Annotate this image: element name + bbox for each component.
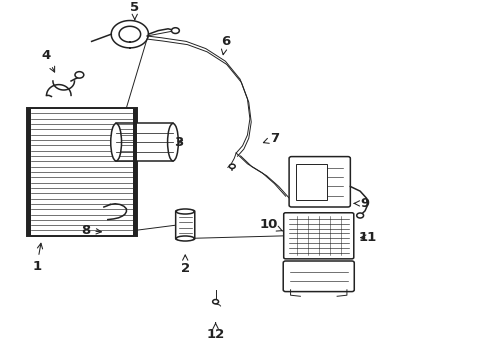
Text: 3: 3	[174, 136, 183, 149]
Text: 11: 11	[358, 231, 377, 244]
Text: 2: 2	[181, 255, 190, 275]
Text: 1: 1	[32, 243, 43, 273]
FancyBboxPatch shape	[284, 213, 354, 259]
Ellipse shape	[176, 236, 194, 241]
Bar	[27, 108, 31, 236]
FancyBboxPatch shape	[289, 157, 350, 207]
Circle shape	[213, 300, 219, 304]
Text: 4: 4	[42, 49, 54, 72]
Bar	[296, 164, 327, 200]
Text: 5: 5	[130, 1, 139, 20]
Text: 12: 12	[206, 323, 225, 341]
Circle shape	[75, 72, 84, 78]
Ellipse shape	[176, 209, 194, 214]
Text: 9: 9	[354, 197, 369, 210]
Ellipse shape	[168, 123, 178, 161]
Text: 8: 8	[81, 224, 101, 237]
Text: 6: 6	[221, 35, 230, 55]
Text: 10: 10	[259, 219, 283, 231]
Bar	[116, 123, 173, 161]
Bar	[133, 108, 137, 236]
Ellipse shape	[111, 123, 122, 161]
Circle shape	[229, 164, 235, 168]
FancyBboxPatch shape	[175, 210, 195, 240]
Circle shape	[172, 28, 179, 33]
Circle shape	[357, 213, 364, 218]
FancyBboxPatch shape	[283, 261, 354, 292]
Text: 7: 7	[264, 132, 279, 145]
Bar	[27, 108, 137, 236]
